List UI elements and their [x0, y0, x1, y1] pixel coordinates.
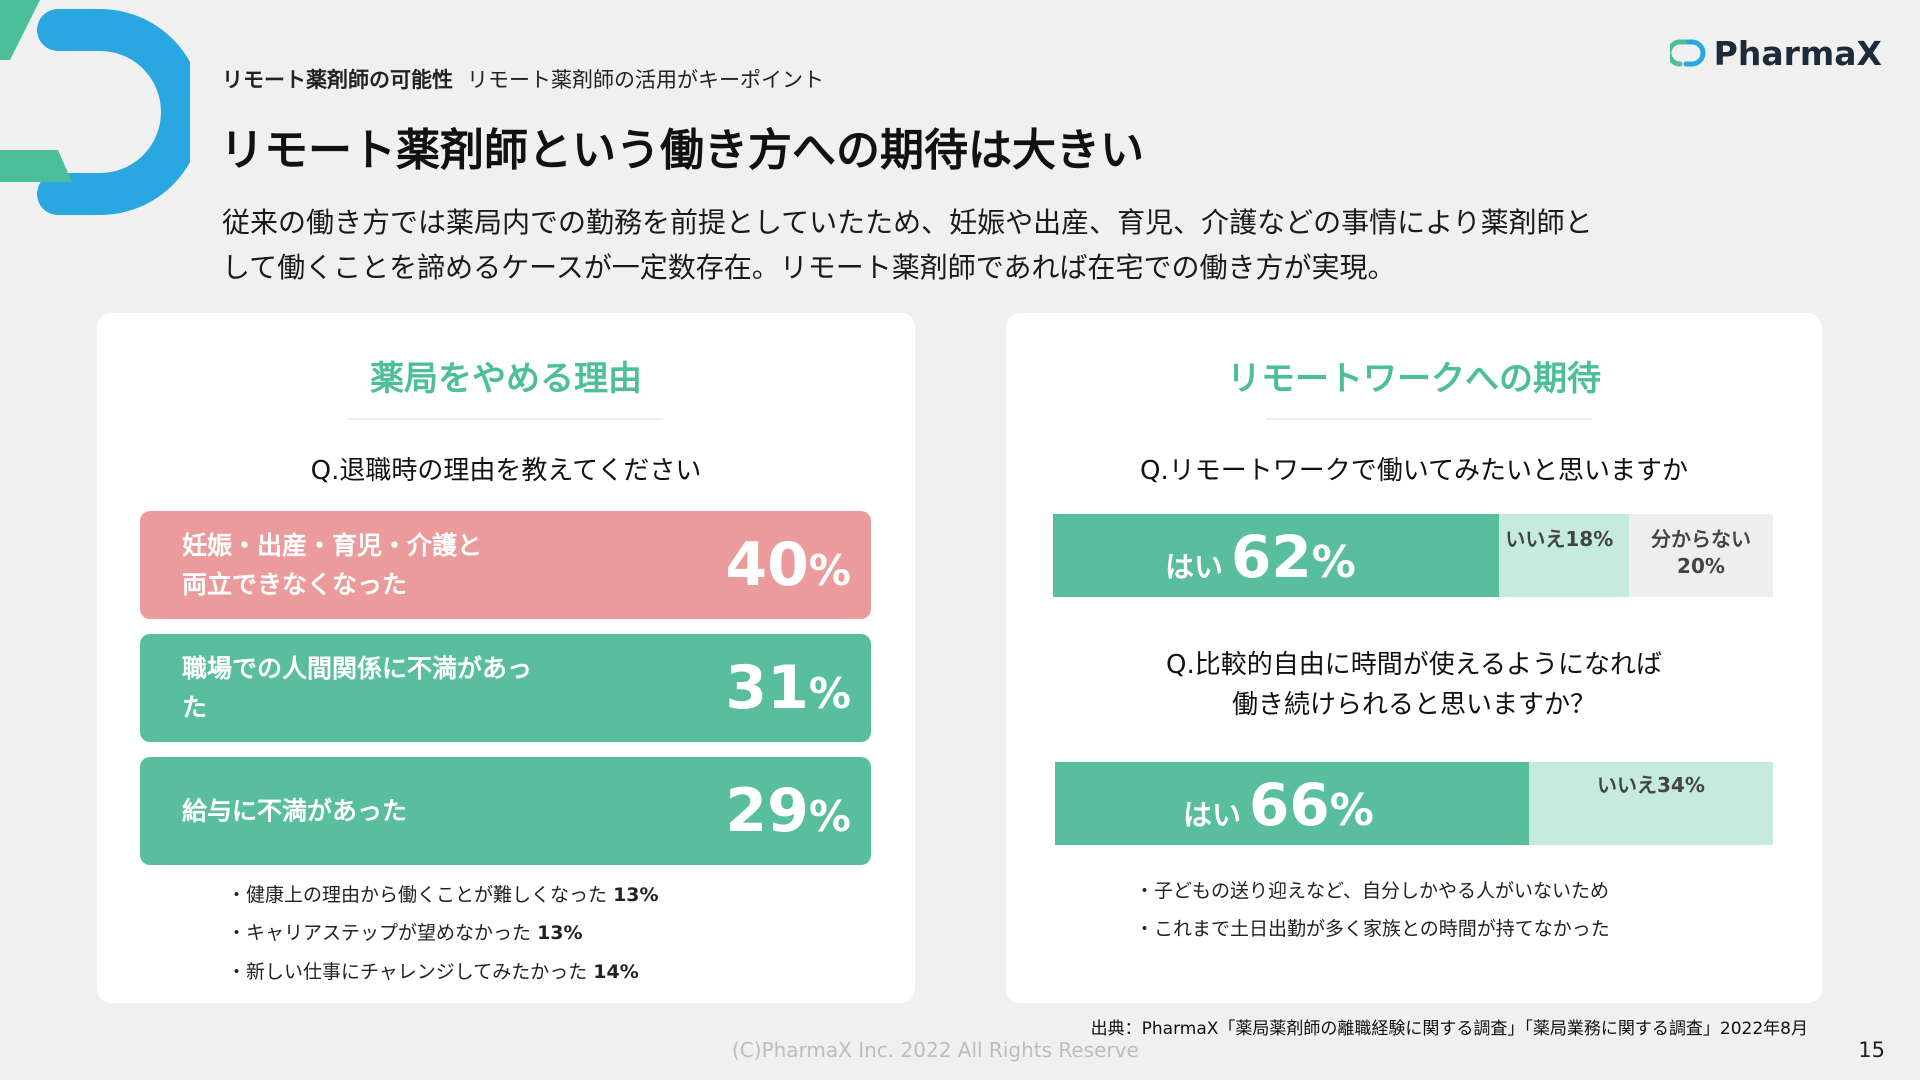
brand-logo: PharmaX	[1669, 34, 1882, 73]
reason-value: 29%	[725, 776, 851, 846]
reason-bar: 妊娠・出産・育児・介護と 両立できなくなった 40%	[140, 511, 871, 619]
reason-label-line2: た	[182, 693, 208, 722]
left-card: 薬局をやめる理由 Q.退職時の理由を教えてください 妊娠・出産・育児・介護と 両…	[97, 313, 915, 1003]
right-card-divider	[1266, 418, 1592, 420]
section-breadcrumb: リモート薬剤師の可能性 リモート薬剤師の活用がキーポイント	[222, 64, 824, 94]
segment-no: いいえ18%	[1499, 514, 1629, 597]
segment-unknown-label: 分からない 20%	[1629, 526, 1773, 580]
segment-no-label: いいえ34%	[1596, 773, 1705, 797]
comment-item: ・子どもの送り迎えなど、自分しかやる人がいないため	[1135, 880, 1610, 902]
segment-unknown: 分からない 20%	[1628, 514, 1773, 597]
other-reason-text: ・キャリアステップが望めなかった	[227, 922, 532, 944]
lead-line-2: して働くことを諦めるケースが一定数存在。リモート薬剤師であれば在宅での働き方が実…	[222, 251, 1396, 284]
right-question-2-line1: Q.比較的自由に時間が使えるようになれば	[1166, 650, 1662, 680]
segment-yes: はい 62%	[1053, 514, 1500, 597]
other-reason-value: 13%	[613, 884, 659, 906]
reason-value: 31%	[725, 653, 851, 723]
segment-unknown-line1: 分からない	[1650, 527, 1751, 551]
segment-yes-number: 66	[1249, 771, 1330, 839]
right-question-1: Q.リモートワークで働いてみたいと思いますか	[1140, 456, 1688, 486]
segment-no-label: いいえ18%	[1505, 527, 1614, 551]
lead-line-1: 従来の働き方では薬局内での勤務を前提としていたため、妊娠や出産、育児、介護などの…	[222, 206, 1593, 239]
other-reason-item: ・新しい仕事にチャレンジしてみたかった 14%	[227, 957, 639, 984]
reason-label-line1: 職場での人間関係に不満があっ	[182, 654, 533, 683]
segment-yes-label: はい	[1165, 550, 1224, 584]
segment-yes-label: はい	[1183, 798, 1242, 832]
page-title: リモート薬剤師という働き方への期待は大きい	[220, 125, 1144, 176]
source-note: 出典：PharmaX「薬局薬剤師の離職経験に関する調査」「薬局業務に関する調査」…	[1090, 1019, 1808, 1039]
comment-item: ・これまで土日出勤が多く家族との時間が持てなかった	[1135, 918, 1610, 940]
right-card: リモートワークへの期待 Q.リモートワークで働いてみたいと思いますか はい 62%…	[1006, 313, 1822, 1003]
reason-value: 40%	[725, 530, 851, 600]
segment-yes-value: 66%	[1249, 771, 1374, 839]
left-question: Q.退職時の理由を教えてください	[310, 456, 702, 486]
subsection-label: リモート薬剤師の活用がキーポイント	[467, 68, 824, 92]
reason-value-unit: %	[808, 669, 851, 718]
reason-label-line2: 両立できなくなった	[182, 570, 408, 599]
lead-paragraph: 従来の働き方では薬局内での勤務を前提としていたため、妊娠や出産、育児、介護などの…	[222, 200, 1593, 290]
page-number: 15	[1858, 1038, 1885, 1062]
section-label: リモート薬剤師の可能性	[222, 68, 453, 92]
reason-value-number: 29	[725, 776, 809, 846]
segment-yes-unit: %	[1311, 537, 1356, 588]
remote-wish-stacked-bar: はい 62% いいえ18% 分からない 20%	[1053, 514, 1773, 597]
segment-unknown-line2: 20%	[1677, 554, 1725, 578]
other-reason-item: ・健康上の理由から働くことが難しくなった 13%	[227, 880, 659, 907]
reason-value-unit: %	[808, 546, 851, 595]
other-reason-text: ・新しい仕事にチャレンジしてみたかった	[227, 961, 588, 983]
reason-label: 妊娠・出産・育児・介護と 両立できなくなった	[182, 526, 612, 604]
segment-yes-text: はい 66%	[1183, 771, 1374, 839]
segment-yes: はい 66%	[1055, 762, 1529, 845]
reason-label-line1: 妊娠・出産・育児・介護と	[182, 531, 483, 560]
other-reason-text: ・健康上の理由から働くことが難しくなった	[227, 884, 608, 906]
right-card-heading: リモートワークへの期待	[1227, 359, 1601, 399]
reason-bar: 給与に不満があった 29%	[140, 757, 871, 865]
other-reason-value: 14%	[593, 961, 639, 983]
pharmax-logo-icon	[1669, 39, 1706, 66]
segment-yes-value: 62%	[1231, 523, 1356, 591]
other-reason-item: ・キャリアステップが望めなかった 13%	[227, 918, 583, 945]
reason-label-line1: 給与に不満があった	[182, 796, 408, 826]
copyright: (C)PharmaX Inc. 2022 All Rights Reserve	[732, 1038, 1139, 1062]
reason-label: 給与に不満があった	[182, 792, 612, 831]
right-question-2: Q.比較的自由に時間が使えるようになれば 働き続けられると思いますか？	[1006, 645, 1822, 725]
segment-no: いいえ34%	[1528, 762, 1773, 845]
reason-value-number: 31	[725, 653, 809, 723]
left-card-divider	[347, 418, 663, 420]
reason-label: 職場での人間関係に不満があっ た	[182, 649, 612, 727]
other-reason-value: 13%	[537, 922, 583, 944]
left-card-heading: 薬局をやめる理由	[370, 359, 642, 399]
reason-bar: 職場での人間関係に不満があっ た 31%	[140, 634, 871, 742]
segment-yes-text: はい 62%	[1165, 523, 1356, 591]
right-question-2-line2: 働き続けられると思いますか？	[1231, 690, 1596, 720]
reason-value-number: 40	[725, 530, 809, 600]
logo-mark-graphic	[0, 0, 190, 215]
reason-value-unit: %	[808, 792, 851, 841]
continue-work-stacked-bar: はい 66% いいえ34%	[1055, 762, 1773, 845]
segment-yes-unit: %	[1329, 785, 1374, 836]
brand-name: PharmaX	[1713, 34, 1882, 73]
segment-yes-number: 62	[1231, 523, 1312, 591]
